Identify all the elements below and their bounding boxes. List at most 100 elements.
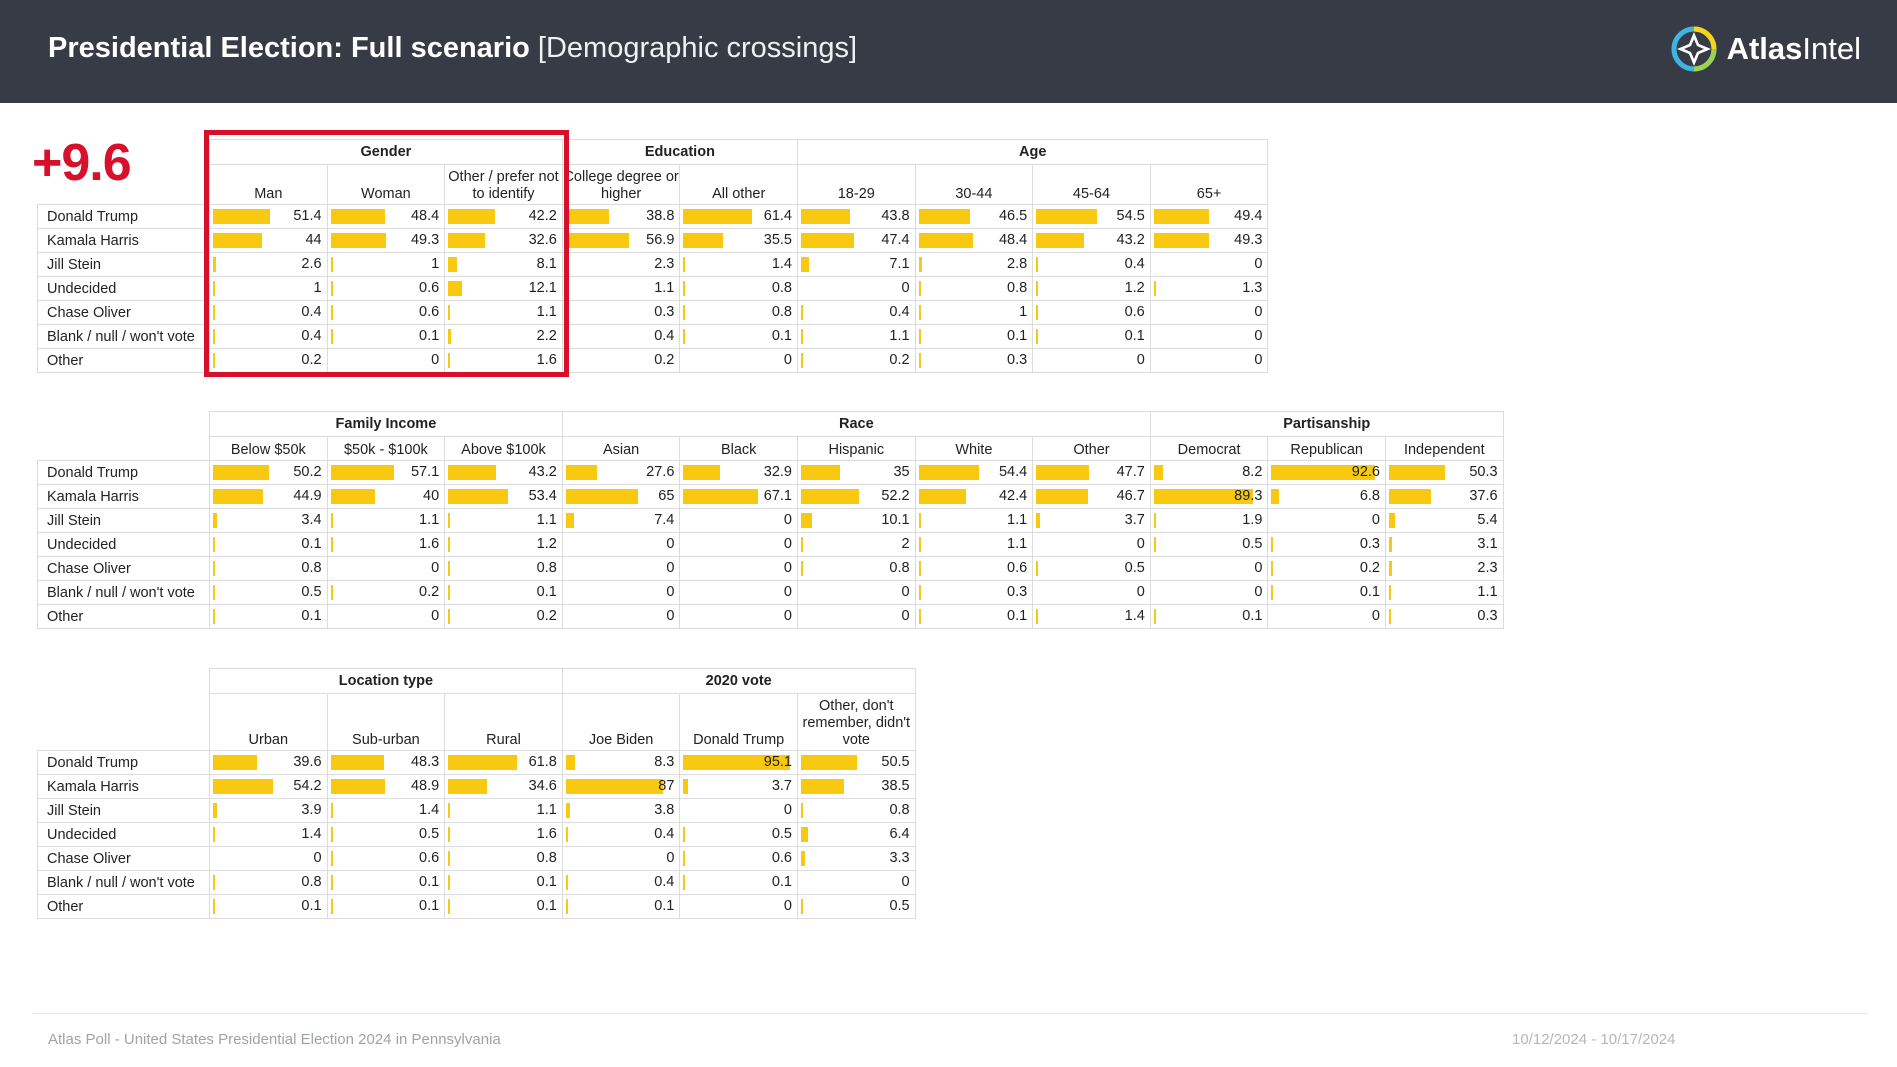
value-label: 46.5 xyxy=(998,208,1028,224)
data-cell: 0 xyxy=(679,604,798,629)
data-cell: 0.4 xyxy=(796,300,916,325)
value-bar xyxy=(565,755,576,770)
value-label: 47.7 xyxy=(1116,464,1145,480)
value-label: 0 xyxy=(666,850,675,866)
value-label: 0 xyxy=(783,512,792,528)
value-label: 0.1 xyxy=(1359,584,1380,600)
value-label: 0 xyxy=(313,850,322,866)
data-cell: 54.4 xyxy=(914,460,1034,485)
value-bar xyxy=(448,851,451,866)
row-label: Other xyxy=(37,894,210,919)
data-cell: 0 xyxy=(796,870,916,895)
value-label: 0.1 xyxy=(771,874,792,890)
value-bar xyxy=(448,803,451,818)
value-label: 0.5 xyxy=(1124,560,1145,576)
value-label: 0.4 xyxy=(654,826,675,842)
data-cell: 1.2 xyxy=(1032,276,1151,301)
data-cell: 56.9 xyxy=(561,228,681,253)
value-label: 0.6 xyxy=(419,850,440,866)
column-header: Independent xyxy=(1385,436,1504,461)
value-label: 95.1 xyxy=(763,754,792,770)
group-header: Family Income xyxy=(209,411,563,437)
value-bar xyxy=(1389,585,1391,600)
data-cell: 0.1 xyxy=(914,324,1034,349)
column-header: Donald Trump xyxy=(679,693,798,751)
data-cell: 0.3 xyxy=(914,580,1034,605)
value-bar xyxy=(800,353,803,368)
value-bar xyxy=(565,257,569,272)
data-cell: 49.4 xyxy=(1149,204,1269,229)
value-label: 0.3 xyxy=(1007,352,1028,368)
row-label: Donald Trump xyxy=(37,460,210,485)
data-cell: 1.2 xyxy=(444,532,563,557)
data-cell: 0.2 xyxy=(209,348,328,373)
value-bar xyxy=(800,489,860,504)
data-cell: 1.1 xyxy=(444,508,563,533)
value-label: 2.2 xyxy=(536,328,557,344)
value-bar xyxy=(448,233,485,248)
value-label: 34.6 xyxy=(528,778,557,794)
value-label: 0 xyxy=(666,608,675,624)
data-cell: 0 xyxy=(1149,556,1269,581)
value-label: 54.2 xyxy=(293,778,322,794)
value-label: 54.4 xyxy=(998,464,1028,480)
value-bar xyxy=(800,755,858,770)
row-label: Blank / null / won't vote xyxy=(37,870,210,895)
value-bar xyxy=(1271,537,1274,552)
value-bar xyxy=(918,305,921,320)
value-bar xyxy=(683,489,759,504)
value-label: 48.9 xyxy=(410,778,440,794)
value-bar xyxy=(1153,465,1163,480)
data-cell: 0.6 xyxy=(679,846,798,871)
value-bar xyxy=(918,465,980,480)
value-label: 89.3 xyxy=(1234,488,1263,504)
data-cell: 46.7 xyxy=(1032,484,1151,509)
column-header: Other, don't remember, didn't vote xyxy=(796,693,916,751)
value-label: 43.2 xyxy=(528,464,557,480)
value-label: 3.3 xyxy=(889,850,910,866)
data-cell: 0.8 xyxy=(796,556,916,581)
value-bar xyxy=(213,609,215,624)
value-bar xyxy=(448,513,451,528)
value-bar xyxy=(213,779,274,794)
data-cell: 0 xyxy=(1267,508,1386,533)
value-bar xyxy=(1153,513,1156,528)
data-cell: 0.2 xyxy=(796,348,916,373)
value-label: 0.1 xyxy=(536,874,557,890)
value-bar xyxy=(330,585,333,600)
value-label: 0.8 xyxy=(536,560,557,576)
value-label: 50.2 xyxy=(293,464,322,480)
value-bar xyxy=(800,851,805,866)
value-label: 0.4 xyxy=(301,328,322,344)
column-header: Hispanic xyxy=(796,436,916,461)
data-cell: 49.3 xyxy=(326,228,446,253)
table-row: Undecided 0.1 1.6 1.2 0 0 2 1.1 0 0.5 0.3 3.1 xyxy=(37,532,1504,557)
value-label: 56.9 xyxy=(646,232,675,248)
value-bar xyxy=(213,353,215,368)
value-bar xyxy=(565,827,568,842)
value-bar xyxy=(330,875,333,890)
data-cell: 2.6 xyxy=(209,252,328,277)
value-label: 32.6 xyxy=(528,232,557,248)
data-cell: 2.3 xyxy=(561,252,681,277)
group-header: Age xyxy=(796,139,1269,165)
footer-date-range: 10/12/2024 - 10/17/2024 xyxy=(1512,1031,1676,1048)
row-label: Jill Stein xyxy=(37,798,210,823)
value-label: 6.4 xyxy=(889,826,910,842)
data-cell: 5.4 xyxy=(1385,508,1504,533)
value-label: 0.4 xyxy=(301,304,322,320)
value-bar xyxy=(565,233,630,248)
value-bar xyxy=(448,257,458,272)
column-header: Other xyxy=(1032,436,1151,461)
data-cell: 0.3 xyxy=(561,300,681,325)
row-label: Other xyxy=(37,348,210,373)
value-bar xyxy=(683,827,686,842)
value-label: 2 xyxy=(901,536,910,552)
value-label: 0.6 xyxy=(1124,304,1145,320)
value-bar xyxy=(565,489,639,504)
value-label: 87 xyxy=(658,778,675,794)
value-label: 0.1 xyxy=(1007,608,1028,624)
value-label: 92.6 xyxy=(1351,464,1380,480)
data-cell: 0.8 xyxy=(679,276,798,301)
value-bar xyxy=(448,609,451,624)
